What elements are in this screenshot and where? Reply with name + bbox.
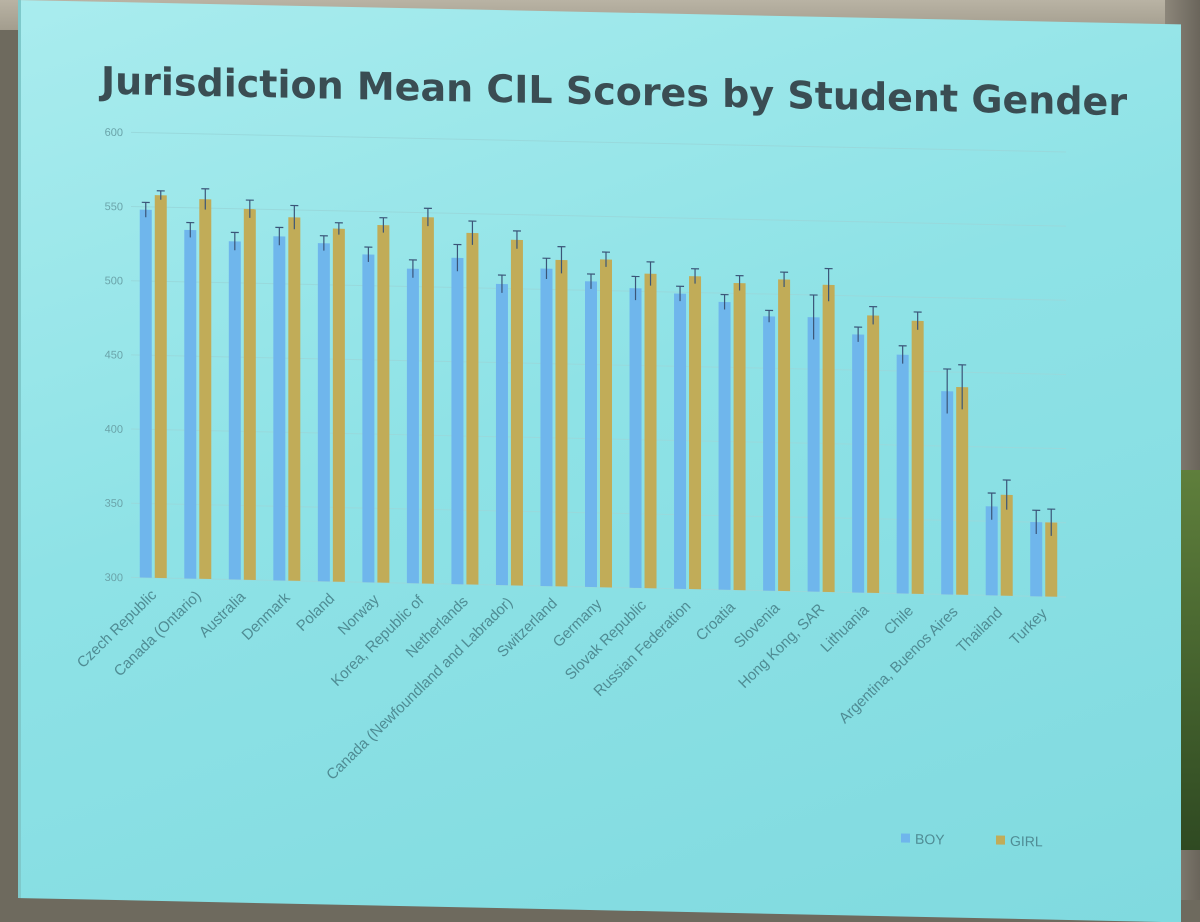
projector-screen: Jurisdiction Mean CIL Scores by Student …	[18, 0, 1181, 922]
legend-label-boy: BOY	[915, 831, 945, 848]
y-axis-ticks: 300 350 400 450 500 550 600	[105, 127, 123, 584]
y-tick-label: 300	[105, 572, 123, 584]
bar-girl	[466, 233, 478, 585]
legend-label-girl: GIRL	[1010, 833, 1043, 850]
y-tick-label: 600	[105, 127, 123, 139]
bar-girl	[155, 195, 167, 578]
x-tick-label: Chile	[881, 602, 917, 638]
bar-boy	[318, 243, 330, 581]
x-tick-label: Hong Kong, SAR	[735, 600, 828, 691]
x-tick-label: Czech Republic	[74, 586, 161, 671]
legend-swatch-girl	[996, 835, 1005, 844]
x-tick-label: Denmark	[239, 589, 294, 644]
bar-girl	[645, 274, 657, 589]
y-tick-label: 350	[105, 498, 123, 510]
legend: BOY GIRL	[901, 830, 1043, 849]
bar-boy	[184, 230, 196, 579]
bar-boy	[540, 269, 552, 587]
bar-girl	[778, 279, 790, 591]
bar-boy	[229, 241, 241, 579]
bar-boy	[140, 210, 152, 578]
x-tick-label: Canada (Ontario)	[111, 587, 205, 680]
bar-boy	[897, 355, 909, 594]
bar-boy	[719, 302, 731, 590]
grid-line	[131, 503, 1066, 523]
bar-girl	[333, 229, 345, 582]
bar-girl	[956, 387, 968, 595]
grid-line	[131, 132, 1066, 152]
bar-boy	[630, 288, 642, 588]
bar-girl	[1001, 495, 1013, 596]
bar-boy	[496, 284, 508, 585]
bar-girl	[867, 315, 879, 593]
bar-boy	[941, 391, 953, 594]
y-tick-label: 550	[105, 201, 123, 213]
grid-line	[131, 281, 1066, 301]
x-tick-label: Lithuania	[817, 601, 873, 656]
bar-girl	[555, 260, 567, 587]
bar-girl	[689, 276, 701, 589]
x-tick-label: Slovak Republic	[562, 596, 650, 683]
bar-boy	[585, 281, 597, 587]
bar-boy	[273, 236, 285, 580]
y-tick-label: 500	[105, 275, 123, 287]
legend-swatch-boy	[901, 833, 910, 842]
bar-boy	[852, 334, 864, 592]
bar-boy	[763, 316, 775, 591]
y-tick-label: 400	[105, 423, 123, 435]
bar-boy	[407, 269, 419, 584]
x-tick-label: Thailand	[953, 604, 1006, 656]
bar-girl	[511, 240, 523, 586]
bar-boy	[808, 317, 820, 592]
bar-boy	[451, 258, 463, 585]
grid-line	[131, 355, 1066, 375]
bar-girl	[912, 321, 924, 594]
bar-boy	[362, 254, 374, 582]
grid-line	[131, 429, 1066, 449]
slide-title: Jurisdiction Mean CIL Scores by Student …	[98, 59, 1127, 125]
y-tick-label: 450	[105, 349, 123, 361]
grid-lines	[131, 132, 1066, 597]
bar-girl	[823, 285, 835, 592]
grid-line	[131, 577, 1066, 597]
bar-girl	[377, 225, 389, 583]
bar-girl	[199, 199, 211, 579]
bar-girl	[734, 283, 746, 590]
bar-girl	[600, 259, 612, 587]
x-tick-label: Turkey	[1007, 605, 1051, 649]
x-tick-label: Poland	[293, 590, 338, 635]
bars	[140, 195, 1057, 597]
grid-line	[131, 207, 1066, 227]
bar-boy	[674, 294, 686, 589]
slide-canvas: Jurisdiction Mean CIL Scores by Student …	[21, 0, 1181, 894]
bar-girl	[244, 209, 256, 580]
bar-girl	[422, 217, 434, 584]
bar-girl	[288, 217, 300, 581]
